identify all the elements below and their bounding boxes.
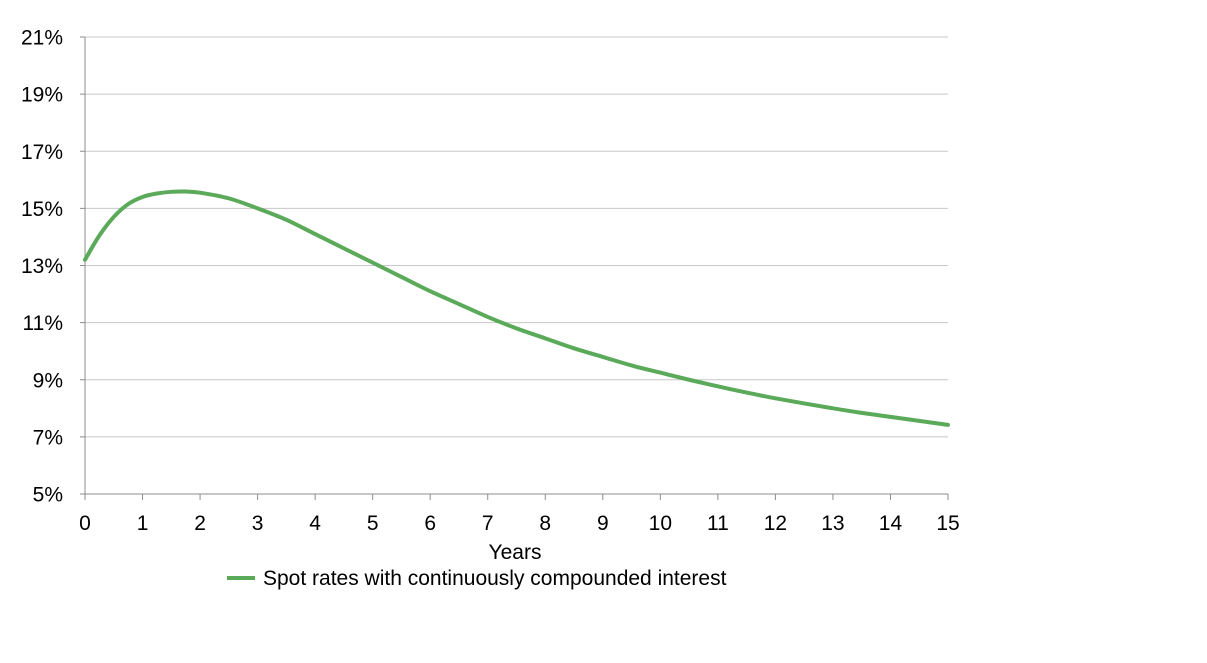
x-tick-label: 13 (821, 512, 844, 535)
gridlines (85, 36, 948, 438)
x-tick-label: 8 (539, 512, 551, 535)
x-tick-label: 1 (137, 512, 149, 535)
x-tick-label: 7 (482, 512, 494, 535)
y-tick-label: 15% (21, 198, 63, 221)
y-tick-labels: 5% 7% 9% 11% 13% 15% 17% 19% 21% (21, 27, 63, 507)
x-tick-label: 0 (79, 512, 91, 535)
x-tick-label: 4 (309, 512, 321, 535)
x-tick-labels: 0 1 2 3 4 5 6 7 8 9 10 11 12 13 14 15 (79, 512, 960, 535)
y-tick-label: 19% (21, 84, 63, 107)
y-tick-label: 7% (33, 426, 63, 449)
y-tick-label: 11% (23, 312, 63, 335)
series-lines (83, 189, 950, 427)
x-tick-label: 14 (879, 512, 903, 535)
x-tick-label: 15 (936, 512, 959, 535)
y-tick-label: 17% (21, 141, 63, 164)
x-axis-title: Years (489, 541, 542, 564)
x-tick-label: 9 (597, 512, 609, 535)
x-tick-label: 3 (252, 512, 264, 535)
y-tick-label: 21% (21, 27, 63, 50)
x-tick-label: 2 (194, 512, 206, 535)
x-tick-label: 5 (367, 512, 379, 535)
y-tick-label: 13% (21, 255, 63, 278)
y-tick-label: 9% (33, 369, 63, 392)
x-tick-label: 12 (764, 512, 787, 535)
axes (80, 36, 949, 500)
series-line (83, 189, 950, 427)
legend: Spot rates with continuously compounded … (227, 567, 727, 590)
x-tick-label: 10 (649, 512, 672, 535)
y-tick-label: 5% (33, 484, 63, 507)
x-tick-label: 6 (424, 512, 436, 535)
legend-label: Spot rates with continuously compounded … (263, 567, 727, 590)
x-tick-label: 11 (707, 512, 729, 535)
